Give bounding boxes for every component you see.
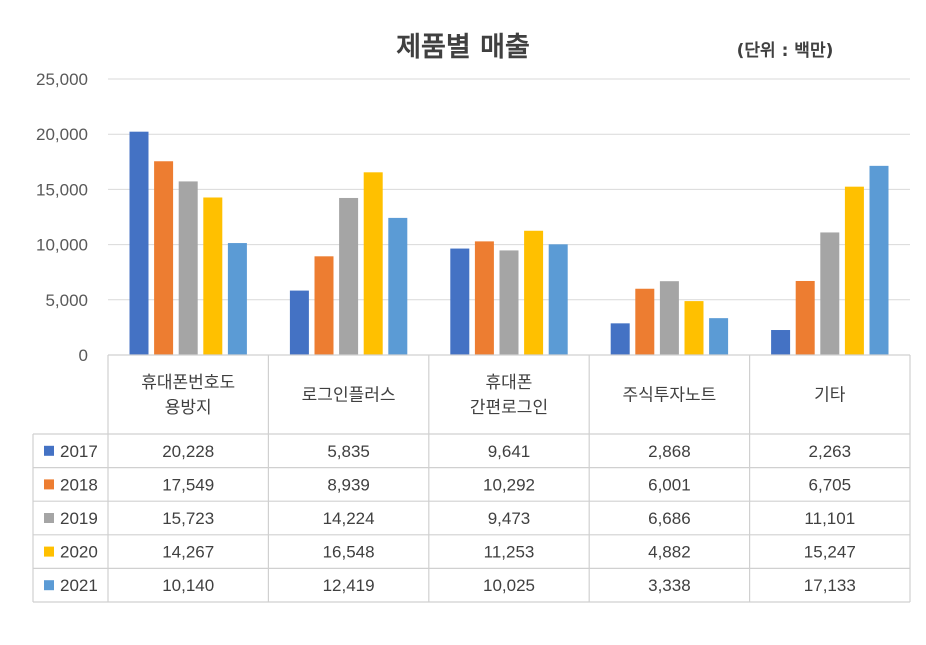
legend-key-2017 — [44, 445, 54, 456]
bar-2018-1 — [314, 256, 334, 355]
category-label-line: 로그인플러스 — [302, 386, 396, 406]
bar-2017-0 — [129, 131, 149, 355]
data-cell: 10,025 — [483, 576, 535, 595]
data-cell: 17,133 — [804, 576, 856, 595]
data-cell: 2,263 — [809, 442, 852, 461]
data-cell: 16,548 — [323, 543, 375, 562]
unit-note: (단위 : 백만) — [737, 41, 834, 61]
y-tick-label: 20,000 — [36, 125, 88, 144]
category-label: 기타 — [814, 386, 846, 406]
legend-key-2018 — [44, 479, 54, 490]
data-cell: 10,292 — [483, 475, 535, 494]
data-cell: 9,641 — [488, 442, 531, 461]
bar-2017-1 — [289, 290, 309, 355]
data-cell: 15,723 — [162, 509, 214, 528]
bar-2020-1 — [363, 172, 383, 355]
y-tick-label: 25,000 — [36, 70, 88, 89]
category-label-line: 주식투자노트 — [622, 386, 716, 406]
legend-key-2019 — [44, 513, 54, 523]
bar-2021-4 — [869, 165, 889, 355]
data-cell: 2,868 — [648, 442, 691, 461]
bar-2017-2 — [450, 248, 470, 355]
y-tick-label: 5,000 — [45, 291, 88, 310]
legend-label: 2020 — [60, 543, 98, 562]
data-cell: 4,882 — [648, 543, 691, 562]
legend-key-2021 — [44, 580, 54, 591]
bar-2018-4 — [795, 280, 815, 355]
y-axis-ticks: 0 5,000 10,000 15,000 20,000 25,000 — [36, 70, 88, 365]
y-tick-label: 10,000 — [36, 236, 88, 255]
category-label-line: 기타 — [814, 386, 846, 406]
category-label-line: 휴대폰번호도 — [141, 373, 235, 393]
bar-2019-3 — [659, 281, 679, 355]
bar-2020-4 — [844, 186, 864, 355]
bar-2019-0 — [178, 181, 198, 355]
bar-2021-1 — [388, 217, 408, 355]
data-cell: 6,001 — [648, 475, 691, 494]
bar-2020-0 — [203, 197, 223, 355]
category-label-line: 간편로그인 — [470, 398, 548, 418]
bar-2019-4 — [820, 232, 840, 355]
bar-2021-2 — [548, 244, 568, 355]
data-cell: 12,419 — [323, 576, 375, 595]
legend-label: 2017 — [60, 442, 98, 461]
bar-2019-1 — [339, 197, 359, 355]
bar-2018-0 — [154, 161, 174, 355]
data-cell: 14,267 — [162, 543, 214, 562]
data-cell: 20,228 — [162, 442, 214, 461]
data-cell: 8,939 — [327, 475, 370, 494]
legend-label: 2021 — [60, 576, 98, 595]
data-cell: 3,338 — [648, 576, 691, 595]
category-label: 주식투자노트 — [622, 386, 716, 406]
bar-2020-2 — [524, 230, 544, 355]
bar-2021-0 — [227, 243, 247, 355]
bar-2021-3 — [709, 318, 729, 355]
y-tick-label: 0 — [79, 346, 88, 365]
data-cell: 9,473 — [488, 509, 531, 528]
bar-2018-3 — [635, 288, 655, 355]
data-cell: 11,101 — [804, 509, 855, 528]
category-label-line: 휴대폰 — [486, 373, 533, 393]
bar-2017-3 — [610, 323, 630, 355]
bar-2020-3 — [684, 301, 704, 355]
data-cell: 15,247 — [804, 543, 856, 562]
category-label: 로그인플러스 — [302, 386, 396, 406]
data-cell: 17,549 — [162, 475, 214, 494]
legend-label: 2018 — [60, 475, 98, 494]
data-cell: 6,705 — [809, 475, 852, 494]
data-cell: 5,835 — [327, 442, 370, 461]
legend-label: 2019 — [60, 509, 98, 528]
data-cell: 11,253 — [484, 543, 535, 562]
bar-2018-2 — [474, 241, 494, 355]
bar-2017-4 — [771, 330, 791, 355]
category-label-line: 용방지 — [165, 398, 212, 418]
data-cell: 10,140 — [162, 576, 214, 595]
chart-title: 제품별 매출 — [396, 32, 530, 63]
legend-key-2020 — [44, 546, 54, 557]
bar-2019-2 — [499, 250, 519, 355]
data-cell: 14,224 — [323, 509, 375, 528]
bars — [129, 131, 889, 355]
y-tick-label: 15,000 — [36, 180, 88, 199]
data-cell: 6,686 — [648, 509, 691, 528]
